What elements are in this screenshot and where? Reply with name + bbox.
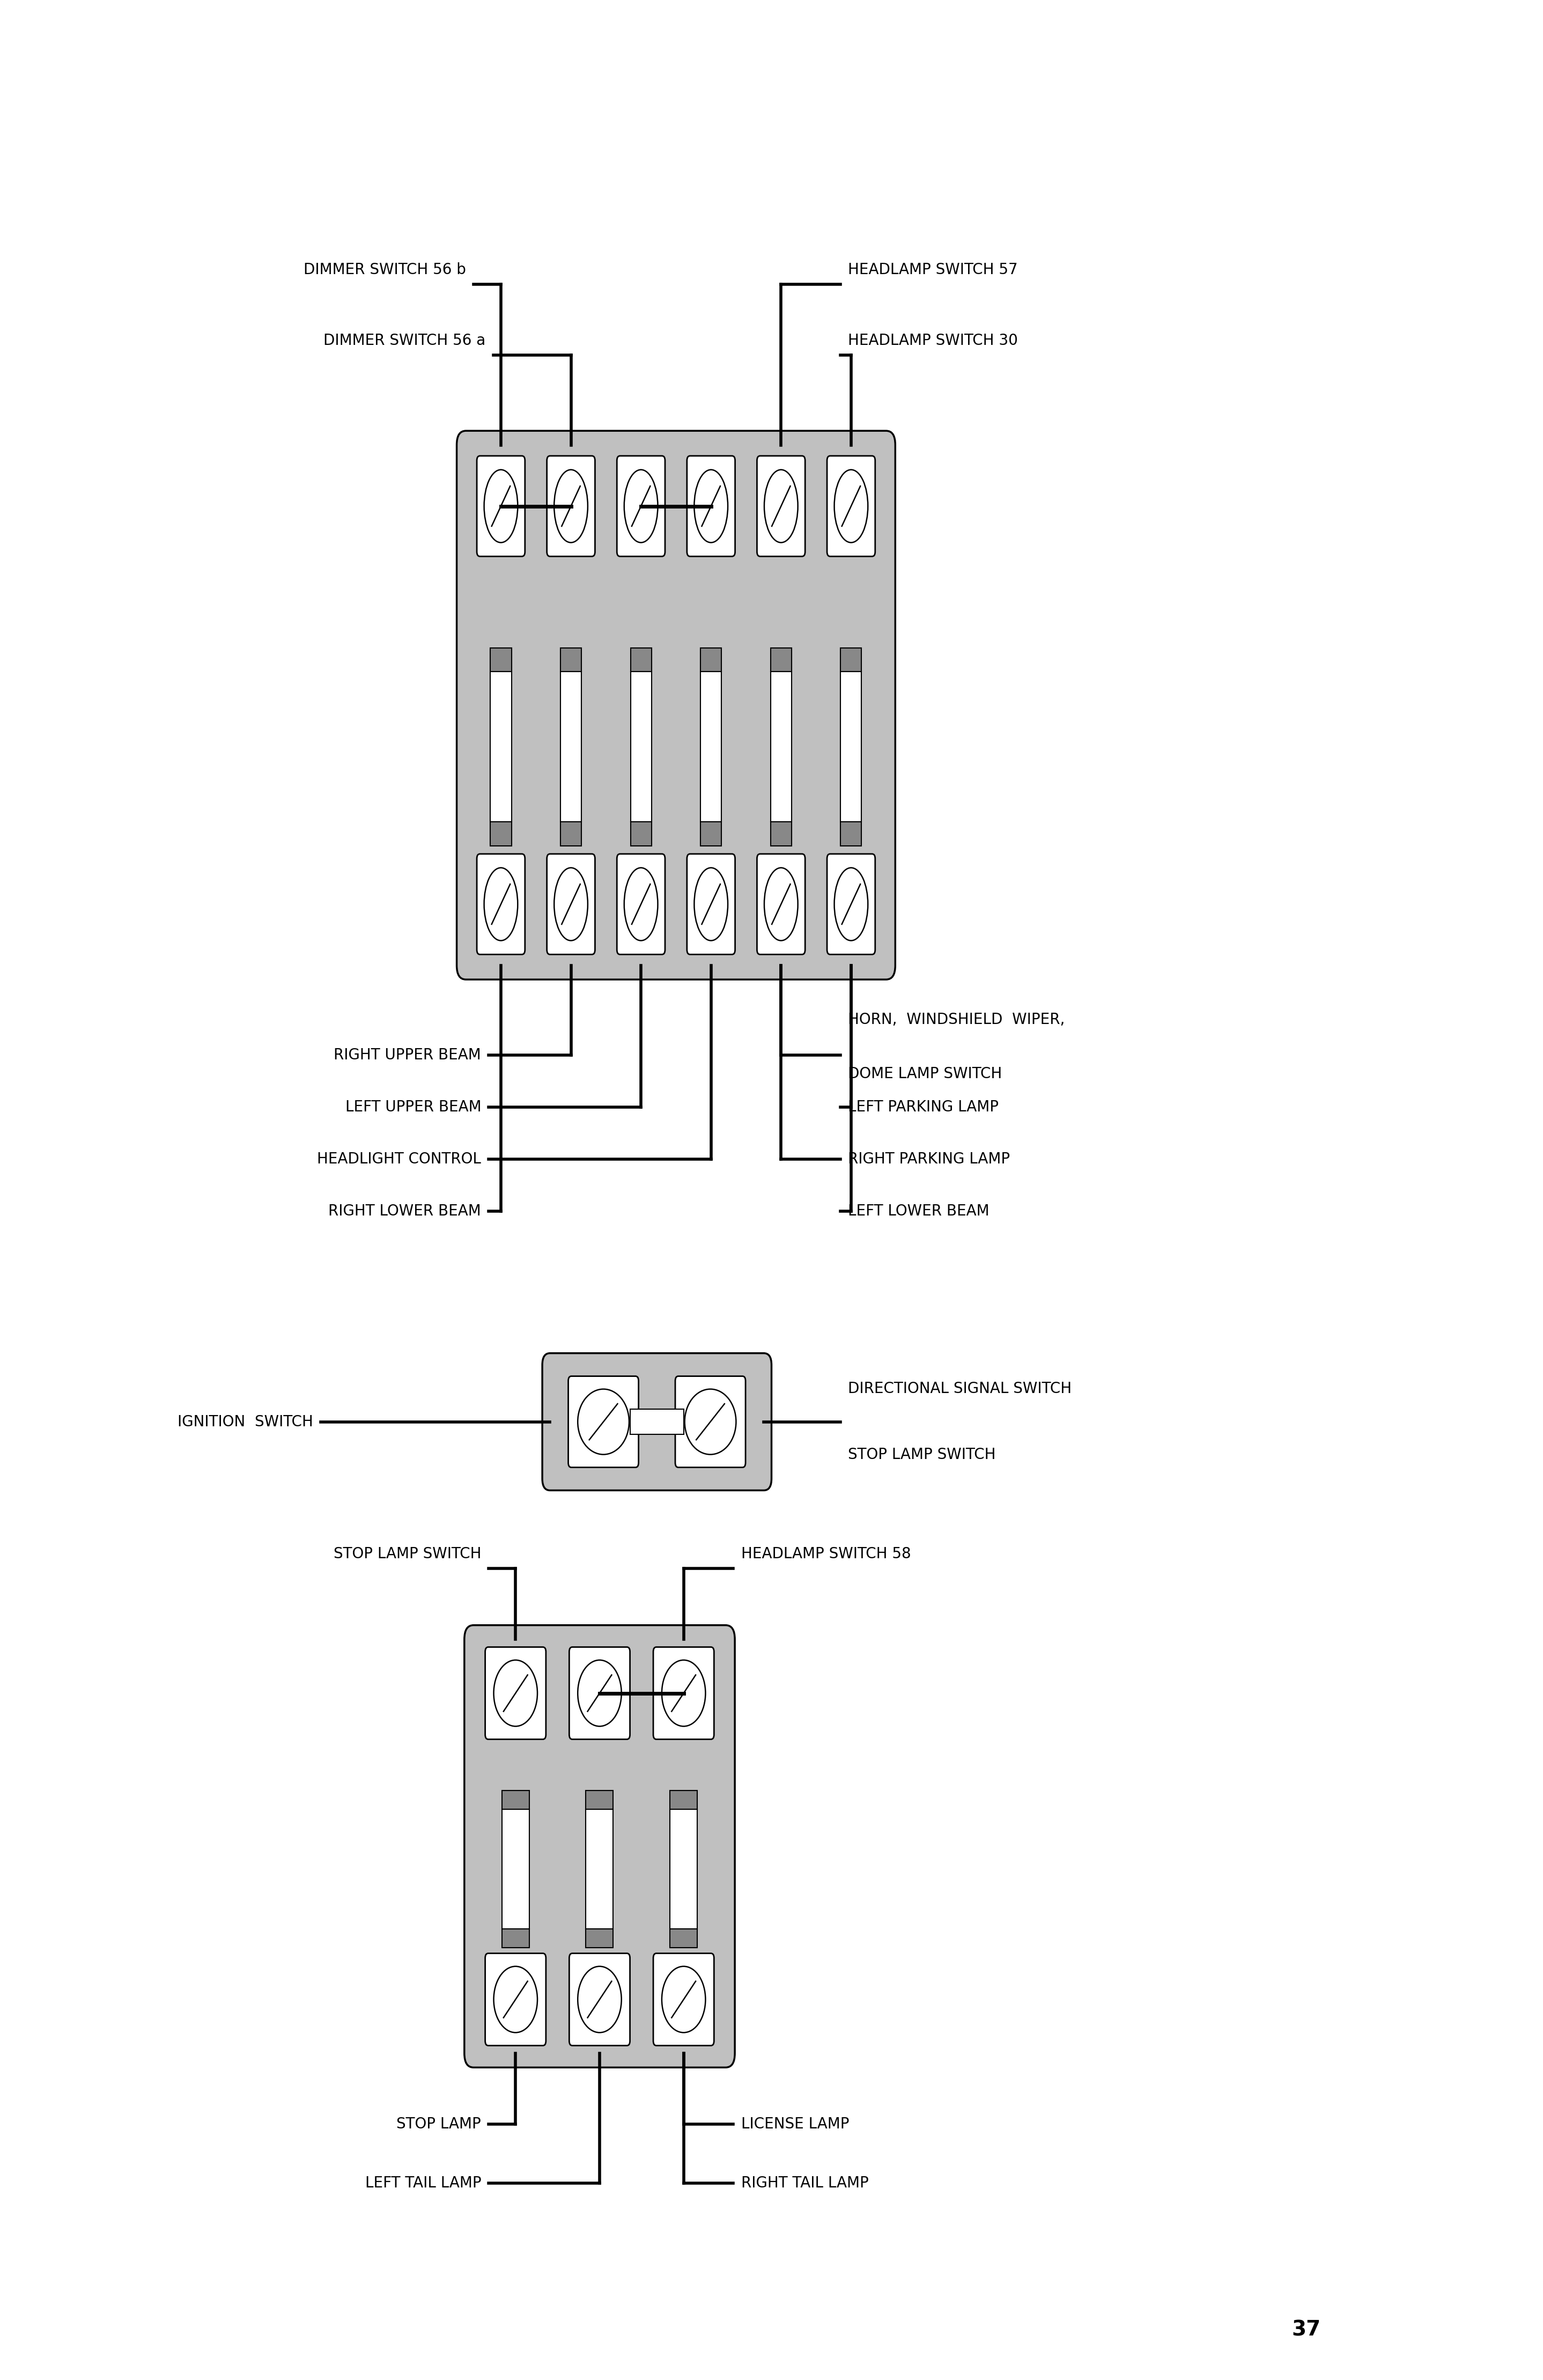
FancyBboxPatch shape	[758, 457, 805, 557]
Bar	[701, 671, 722, 821]
Text: IGNITION  SWITCH: IGNITION SWITCH	[177, 1414, 313, 1430]
FancyBboxPatch shape	[617, 854, 665, 954]
FancyBboxPatch shape	[827, 854, 875, 954]
Bar	[491, 821, 511, 845]
Text: DIMMER SWITCH 56 b: DIMMER SWITCH 56 b	[304, 262, 466, 276]
Bar	[501, 1928, 529, 1947]
FancyBboxPatch shape	[485, 1954, 546, 2044]
FancyBboxPatch shape	[546, 457, 596, 557]
FancyBboxPatch shape	[653, 1647, 714, 1740]
Text: HEADLAMP SWITCH 58: HEADLAMP SWITCH 58	[741, 1547, 910, 1561]
Bar	[670, 1809, 697, 1928]
Text: LEFT UPPER BEAM: LEFT UPPER BEAM	[346, 1100, 481, 1114]
Bar	[670, 1790, 697, 1809]
Bar	[560, 821, 582, 845]
Text: RIGHT LOWER BEAM: RIGHT LOWER BEAM	[329, 1204, 481, 1219]
Bar	[701, 821, 722, 845]
Text: 37: 37	[1291, 2320, 1321, 2340]
FancyBboxPatch shape	[617, 457, 665, 557]
FancyBboxPatch shape	[477, 457, 525, 557]
FancyBboxPatch shape	[457, 431, 895, 981]
Text: LICENSE LAMP: LICENSE LAMP	[741, 2116, 849, 2132]
Bar	[631, 647, 651, 671]
FancyBboxPatch shape	[676, 1376, 745, 1468]
Bar	[501, 1790, 529, 1809]
FancyBboxPatch shape	[546, 854, 596, 954]
Bar	[631, 821, 651, 845]
Text: HEADLIGHT CONTROL: HEADLIGHT CONTROL	[318, 1152, 481, 1166]
Text: RIGHT TAIL LAMP: RIGHT TAIL LAMP	[741, 2175, 869, 2192]
Bar	[701, 647, 722, 671]
Bar	[586, 1809, 613, 1928]
FancyBboxPatch shape	[464, 1626, 734, 2068]
Bar	[630, 1409, 684, 1435]
Text: HORN,  WINDSHIELD  WIPER,: HORN, WINDSHIELD WIPER,	[849, 1011, 1065, 1028]
Text: DOME LAMP SWITCH: DOME LAMP SWITCH	[849, 1066, 1001, 1081]
Bar	[491, 671, 511, 821]
Bar	[631, 671, 651, 821]
Text: STOP LAMP SWITCH: STOP LAMP SWITCH	[849, 1447, 995, 1461]
Bar	[770, 671, 792, 821]
Bar	[841, 647, 861, 671]
FancyBboxPatch shape	[653, 1954, 714, 2044]
Text: STOP LAMP SWITCH: STOP LAMP SWITCH	[333, 1547, 481, 1561]
Text: RIGHT UPPER BEAM: RIGHT UPPER BEAM	[333, 1047, 481, 1064]
Bar	[841, 821, 861, 845]
Text: STOP LAMP: STOP LAMP	[397, 2116, 481, 2132]
FancyBboxPatch shape	[758, 854, 805, 954]
Bar	[770, 647, 792, 671]
Text: LEFT PARKING LAMP: LEFT PARKING LAMP	[849, 1100, 998, 1114]
Bar	[586, 1790, 613, 1809]
FancyBboxPatch shape	[485, 1647, 546, 1740]
Text: DIRECTIONAL SIGNAL SWITCH: DIRECTIONAL SIGNAL SWITCH	[849, 1380, 1072, 1397]
Bar	[560, 671, 582, 821]
Bar	[770, 821, 792, 845]
FancyBboxPatch shape	[542, 1354, 772, 1490]
Bar	[841, 671, 861, 821]
FancyBboxPatch shape	[687, 854, 734, 954]
Bar	[586, 1928, 613, 1947]
Text: HEADLAMP SWITCH 30: HEADLAMP SWITCH 30	[849, 333, 1018, 347]
FancyBboxPatch shape	[477, 854, 525, 954]
Text: RIGHT PARKING LAMP: RIGHT PARKING LAMP	[849, 1152, 1011, 1166]
Text: LEFT TAIL LAMP: LEFT TAIL LAMP	[366, 2175, 481, 2192]
Text: HEADLAMP SWITCH 57: HEADLAMP SWITCH 57	[849, 262, 1018, 276]
FancyBboxPatch shape	[568, 1376, 639, 1468]
Bar	[670, 1928, 697, 1947]
Text: DIMMER SWITCH 56 a: DIMMER SWITCH 56 a	[324, 333, 486, 347]
FancyBboxPatch shape	[827, 457, 875, 557]
Text: LEFT LOWER BEAM: LEFT LOWER BEAM	[849, 1204, 989, 1219]
Bar	[560, 647, 582, 671]
Bar	[501, 1809, 529, 1928]
FancyBboxPatch shape	[569, 1647, 630, 1740]
FancyBboxPatch shape	[569, 1954, 630, 2044]
FancyBboxPatch shape	[687, 457, 734, 557]
Bar	[491, 647, 511, 671]
